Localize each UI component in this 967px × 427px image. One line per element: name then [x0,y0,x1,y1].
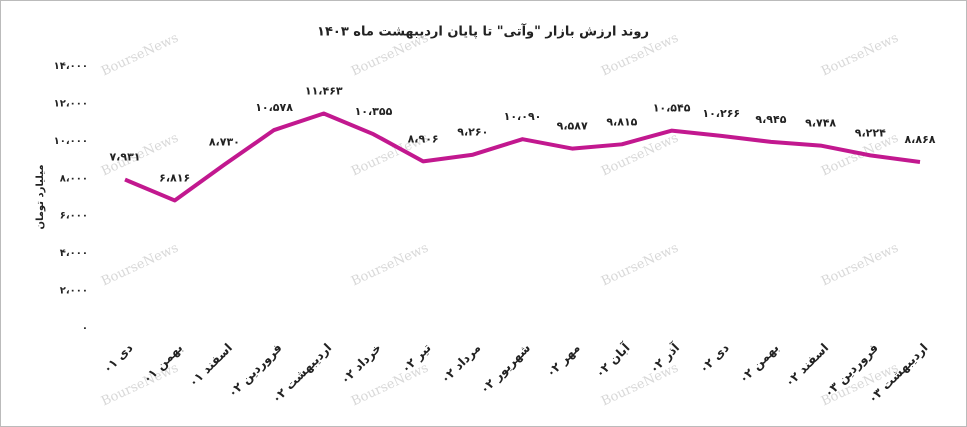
y-tick-label: ۱۲،۰۰۰ [54,98,88,109]
y-tick-label: ۱۴،۰۰۰ [54,61,88,72]
y-tick-label: ۶،۰۰۰ [60,211,88,222]
data-line [124,111,921,203]
y-tick-label: ۸،۰۰۰ [60,173,88,184]
chart-title: روند ارزش بازار "وآتی" تا پایان اردیبهشت… [317,23,649,40]
y-axis-label: میلیارد تومان [35,164,46,229]
data-label: ۶،۸۱۶ [159,171,190,184]
data-label: ۸،۸۶۸ [904,133,935,146]
y-tick-label: ۰ [82,323,88,334]
data-label: ۹،۵۸۷ [557,120,588,133]
data-label: ۹،۹۴۵ [755,113,786,126]
data-label: ۷،۹۳۱ [109,151,140,164]
data-label: ۹،۲۶۰ [457,126,488,139]
y-tick-label: ۴،۰۰۰ [60,248,88,259]
data-label: ۱۰،۰۹۰ [504,110,542,123]
data-label: ۹،۲۲۴ [855,126,886,139]
data-label: ۱۰،۳۵۵ [355,105,393,118]
data-label: ۸،۷۳۰ [209,136,240,149]
y-tick-label: ۲،۰۰۰ [60,286,88,297]
data-label: ۹،۸۱۵ [606,115,637,128]
data-label: ۹،۷۴۸ [805,117,836,130]
data-label: ۱۱،۴۶۳ [305,84,343,97]
data-label: ۸،۹۰۶ [408,132,439,145]
y-tick-label: ۱۰،۰۰۰ [54,136,88,147]
data-label: ۱۰،۲۶۶ [702,107,740,120]
data-label: ۱۰،۵۷۸ [255,101,293,114]
data-label: ۱۰،۵۴۵ [653,102,691,115]
